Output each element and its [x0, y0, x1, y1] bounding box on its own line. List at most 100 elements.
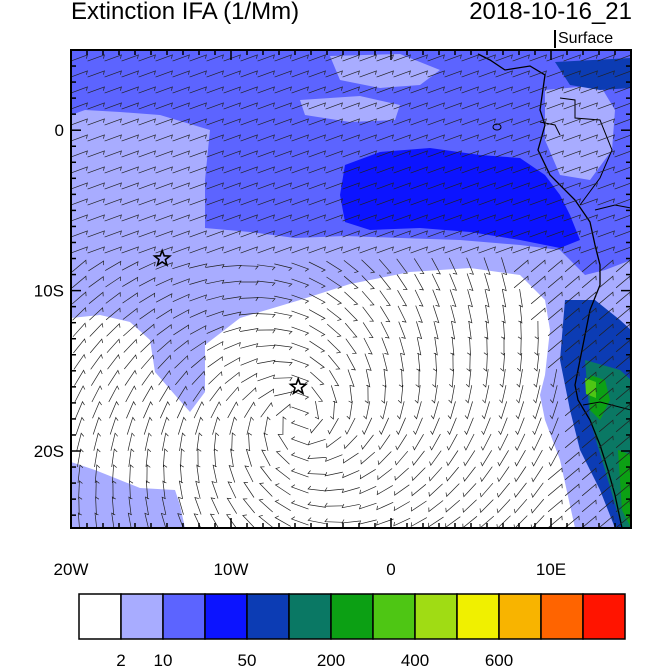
wind-barb [399, 353, 404, 372]
wind-barb [195, 416, 204, 435]
wind-barb [106, 338, 121, 353]
wind-barb [427, 102, 445, 110]
wind-barb [143, 416, 153, 435]
wind-barb [172, 70, 190, 78]
wind-barb [290, 468, 309, 478]
wind-barb [274, 246, 292, 254]
wind-barb [191, 370, 206, 385]
wind-barb [461, 134, 479, 142]
wind-barb [325, 70, 343, 78]
wind-barb [291, 214, 309, 222]
wind-barb [71, 182, 88, 190]
wind-barb [206, 230, 224, 238]
wind-barb [140, 354, 155, 370]
wind-barb [397, 384, 404, 404]
wind-barb [212, 464, 218, 483]
wind-barb [461, 166, 479, 174]
wind-barb [94, 512, 99, 528]
wind-barb [121, 166, 139, 174]
wind-barb [76, 432, 85, 451]
wind-barb [225, 386, 240, 402]
wind-barb [430, 417, 440, 436]
wind-barb [206, 325, 224, 334]
wind-barb [325, 214, 343, 222]
wind-barb [580, 182, 598, 190]
wind-barb [448, 385, 455, 404]
wind-barb [291, 86, 309, 94]
wind-barb [206, 198, 224, 206]
wind-barb [189, 214, 207, 222]
wind-barb [71, 102, 88, 110]
wind-barb [361, 275, 375, 290]
wind-barb [546, 134, 564, 142]
wind-barb [343, 452, 359, 464]
wind-barb [206, 340, 224, 351]
wind-barb [530, 515, 545, 528]
wind-barb [359, 166, 377, 174]
wind-barb [209, 386, 222, 402]
wind-barb [104, 54, 122, 62]
wind-barb [291, 358, 310, 368]
wind-barb [160, 512, 167, 528]
wind-barb [172, 150, 190, 158]
wind-barb [326, 436, 342, 449]
wind-barb [240, 230, 258, 238]
wind-barb [382, 369, 387, 388]
wind-barb [257, 374, 276, 382]
wind-barb [257, 102, 275, 110]
wind-barb [397, 305, 407, 323]
wind-barb [597, 86, 615, 94]
wind-barb [563, 230, 581, 238]
wind-barb [393, 166, 411, 174]
wind-barb [497, 466, 510, 483]
map-datetime: 2018-10-16_21 [469, 0, 632, 25]
wind-barb [308, 198, 326, 206]
wind-barb [223, 118, 241, 126]
wind-barb [359, 182, 377, 190]
wind-barb [121, 118, 139, 126]
wind-barb [326, 260, 343, 273]
wind-barb [223, 70, 241, 78]
wind-barb [501, 257, 508, 276]
wind-barb [163, 464, 168, 484]
wind-barb [71, 70, 88, 78]
wind-barb [189, 102, 207, 110]
wind-barb [125, 385, 137, 403]
wind-barb [342, 118, 360, 126]
wind-barb [89, 338, 104, 354]
wind-barb [104, 198, 122, 206]
wind-barb [495, 70, 513, 78]
wind-barb [427, 118, 445, 126]
wind-barb [71, 118, 88, 126]
wind-barb [87, 198, 105, 206]
wind-barb [410, 182, 428, 190]
field-light-north-1 [330, 54, 440, 88]
wind-barb [104, 182, 122, 190]
wind-barb [242, 514, 256, 528]
wind-barb [581, 275, 597, 289]
wind-barb [547, 499, 563, 513]
wind-barb [275, 450, 290, 465]
wind-barb [275, 403, 291, 416]
wind-barb [177, 513, 184, 528]
wind-barb [563, 214, 581, 222]
wind-barb [74, 385, 86, 403]
wind-barb [580, 118, 598, 126]
wind-barb [308, 293, 326, 305]
wind-barb [189, 246, 207, 254]
wind-barb [547, 307, 563, 321]
wind-barb [274, 214, 292, 222]
wind-barb [598, 451, 614, 465]
wind-barb [529, 246, 547, 254]
wind-barb [240, 54, 258, 62]
wind-barb [239, 312, 259, 317]
wind-barb [92, 416, 102, 435]
wind-barb [461, 198, 479, 206]
wind-barb [178, 480, 184, 499]
wind-barb [121, 70, 139, 78]
wind-barb [478, 54, 496, 62]
wind-barb [172, 198, 190, 206]
wind-barb [432, 368, 437, 388]
wind-barb [189, 150, 207, 158]
